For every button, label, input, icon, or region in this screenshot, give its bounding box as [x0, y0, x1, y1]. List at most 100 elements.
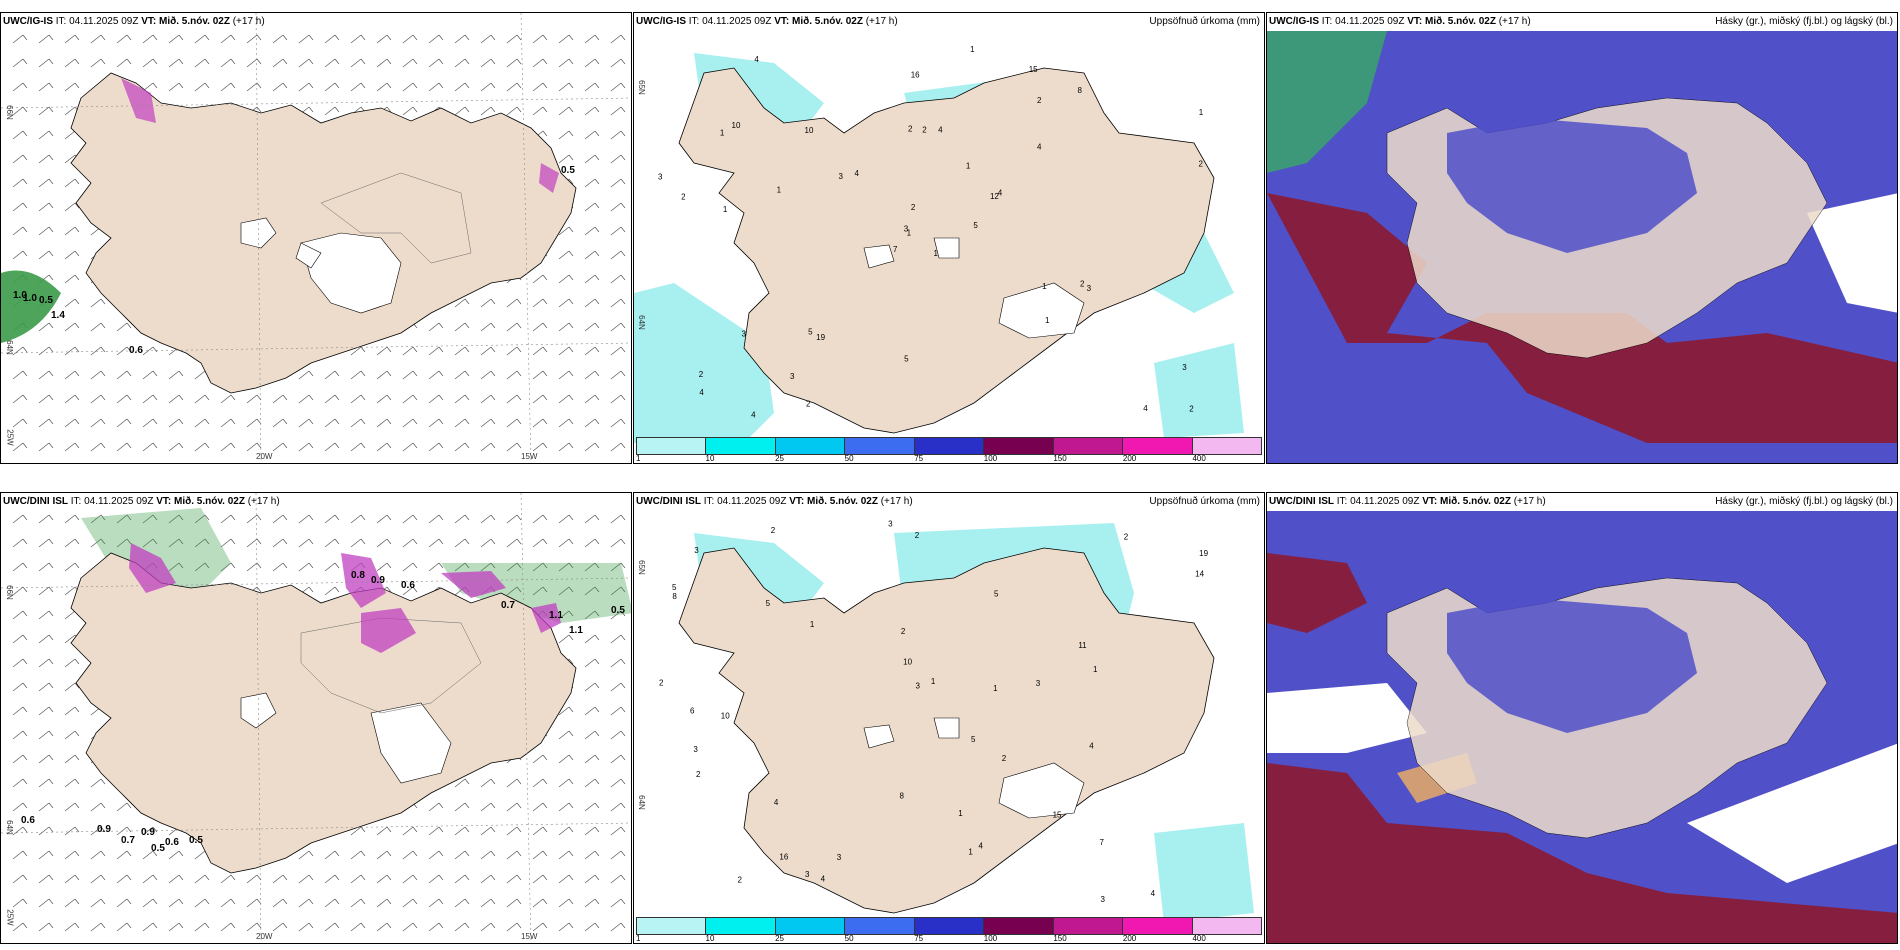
- wind-value-label: 0.6: [129, 345, 143, 356]
- wind-value-label: 0.8: [351, 570, 365, 581]
- wind-barb: [12, 346, 28, 356]
- colorbar-swatch: [984, 438, 1054, 454]
- wind-barb: [350, 346, 366, 356]
- wind-barb: [584, 778, 600, 788]
- precip-value-label: 10: [805, 126, 814, 135]
- wind-barb: [116, 58, 132, 68]
- precip-value-label: 1: [966, 162, 971, 171]
- wind-barb: [480, 58, 496, 68]
- wind-barb: [454, 346, 470, 356]
- wind-barb: [428, 874, 444, 884]
- wind-barb: [38, 82, 54, 92]
- precip-value-label: 2: [699, 370, 704, 379]
- glacier: [998, 282, 1085, 339]
- precip-value-label: 4: [1143, 404, 1148, 413]
- precip-value-label: 7: [1100, 838, 1105, 847]
- panel-right-title: Hásky (gr.), miðský (fj.bl.) og lágský (…: [1715, 496, 1893, 507]
- panel-wind-igis: UWC/IG-IS IT: 04.11.2025 09Z VT: Mið. 5.…: [0, 12, 632, 464]
- wind-barb: [116, 538, 132, 548]
- wind-barb: [64, 658, 80, 668]
- wind-barb: [428, 514, 444, 524]
- panel-precip-dini: UWC/DINI ISL IT: 04.11.2025 09Z VT: Mið.…: [633, 492, 1265, 944]
- precip-value-label: 5: [766, 599, 771, 608]
- wind-barb: [454, 826, 470, 836]
- wind-value-label: 1.0: [23, 293, 37, 304]
- wind-barb: [454, 850, 470, 860]
- wind-barb: [246, 34, 262, 44]
- wind-barb: [168, 562, 184, 572]
- wind-barb: [584, 346, 600, 356]
- precip-area: [634, 283, 774, 443]
- wind-barb: [90, 922, 106, 932]
- wind-barb: [350, 826, 366, 836]
- wind-barb: [558, 754, 574, 764]
- wind-barb: [402, 922, 418, 932]
- wind-barb: [12, 442, 28, 452]
- wind-barb: [454, 538, 470, 548]
- wind-barb: [506, 346, 522, 356]
- colorbar-tick: 150: [1053, 454, 1067, 463]
- wind-barb: [558, 898, 574, 908]
- wind-barb: [584, 802, 600, 812]
- wind-barb: [376, 850, 392, 860]
- wind-barb: [64, 394, 80, 404]
- cloud-overlay: [1447, 598, 1697, 733]
- wind-barb: [506, 370, 522, 380]
- precip-value-label: 6: [690, 706, 695, 715]
- wind-barb: [142, 874, 158, 884]
- wind-barb: [584, 130, 600, 140]
- wind-barb: [220, 922, 236, 932]
- wind-barb: [610, 250, 626, 260]
- precip-value-label: 3: [790, 372, 795, 381]
- wind-barb: [350, 538, 366, 548]
- colorbar-tick: 50: [844, 934, 854, 943]
- colorbar-swatch: [1053, 918, 1124, 934]
- wind-barb: [402, 82, 418, 92]
- wind-barb: [454, 298, 470, 308]
- wind-barb: [324, 514, 340, 524]
- precip-value-label: 1: [934, 249, 939, 258]
- wind-barb: [38, 706, 54, 716]
- wind-barb: [454, 802, 470, 812]
- glacier: [863, 724, 895, 749]
- wind-barb: [376, 514, 392, 524]
- wind-barb: [116, 898, 132, 908]
- precip-value-label: 4: [699, 388, 704, 397]
- wind-barb: [610, 178, 626, 188]
- wind-barb: [558, 874, 574, 884]
- precip-value-label: 2: [911, 203, 916, 212]
- wind-barb: [532, 754, 548, 764]
- panel-right-title: Hásky (gr.), miðský (fj.bl.) og lágský (…: [1715, 16, 1893, 27]
- wind-barb: [610, 298, 626, 308]
- wind-barb: [12, 226, 28, 236]
- wind-barb: [168, 538, 184, 548]
- wind-barb: [194, 874, 210, 884]
- precip-value-label: 5: [808, 327, 813, 336]
- wind-barb: [12, 802, 28, 812]
- precip-value-label: 2: [806, 399, 811, 408]
- wind-barb: [168, 514, 184, 524]
- wind-barb: [584, 58, 600, 68]
- panel-precip-igis: UWC/IG-IS IT: 04.11.2025 09Z VT: Mið. 5.…: [633, 12, 1265, 464]
- wind-barb: [610, 154, 626, 164]
- wind-barb: [558, 394, 574, 404]
- precip-value-label: 3: [837, 853, 842, 862]
- precip-value-label: 1: [968, 847, 973, 856]
- wind-barb: [610, 682, 626, 692]
- wind-barb: [194, 922, 210, 932]
- cloud-map: [1267, 511, 1897, 943]
- wind-barb: [272, 418, 288, 428]
- wind-barb: [428, 538, 444, 548]
- pink-area: [361, 608, 416, 653]
- wind-barb: [428, 394, 444, 404]
- wind-barb: [350, 850, 366, 860]
- wind-barb: [12, 874, 28, 884]
- pink-area: [129, 543, 176, 593]
- wind-barb: [194, 418, 210, 428]
- wind-barb: [480, 346, 496, 356]
- wind-barb: [532, 58, 548, 68]
- wind-barb: [506, 442, 522, 452]
- wind-barb: [376, 34, 392, 44]
- precip-value-label: 8: [672, 592, 677, 601]
- wind-barb: [480, 898, 496, 908]
